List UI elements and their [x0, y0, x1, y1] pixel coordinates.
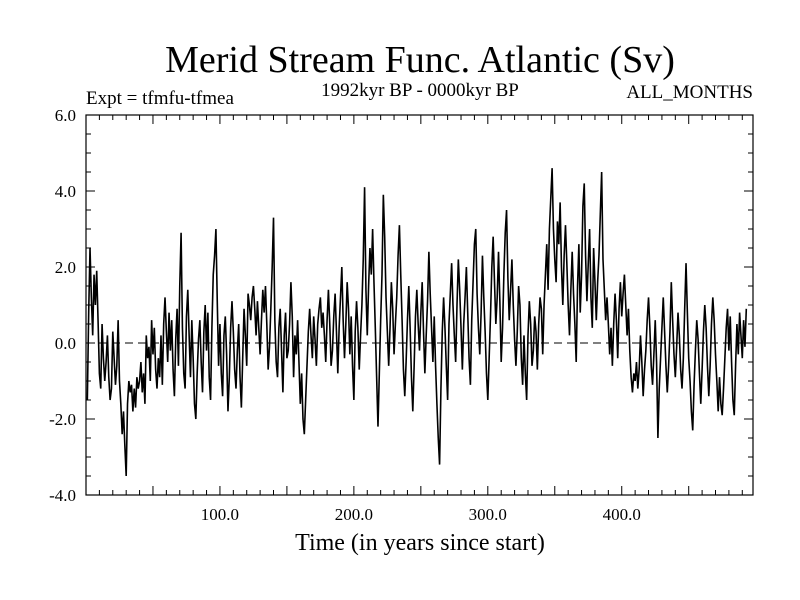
x-axis-label: Time (in years since start): [295, 530, 545, 556]
series-line: [86, 168, 748, 477]
y-tick-label: 0.0: [55, 334, 76, 353]
x-tick-label: 400.0: [603, 505, 641, 524]
x-tick-label: 100.0: [201, 505, 239, 524]
experiment-label: Expt = tfmfu-tfmea: [86, 88, 234, 109]
x-tick-label: 300.0: [469, 505, 507, 524]
y-tick-label: -2.0: [49, 410, 76, 429]
y-tick-label: -4.0: [49, 486, 76, 505]
chart-title: Merid Stream Func. Atlantic (Sv): [165, 39, 675, 81]
chart-subtitle: 1992kyr BP - 0000kyr BP: [321, 80, 519, 101]
y-tick-label: 6.0: [55, 106, 76, 125]
y-tick-label: 4.0: [55, 182, 76, 201]
y-tick-label: 2.0: [55, 258, 76, 277]
months-label: ALL_MONTHS: [626, 82, 753, 103]
x-tick-label: 200.0: [335, 505, 373, 524]
plot-area: -4.0 -2.0 0.0 2.0 4.0 6.0 100.0 200.0 300.0 400.0: [49, 106, 754, 524]
plot-frame: [85, 114, 754, 496]
